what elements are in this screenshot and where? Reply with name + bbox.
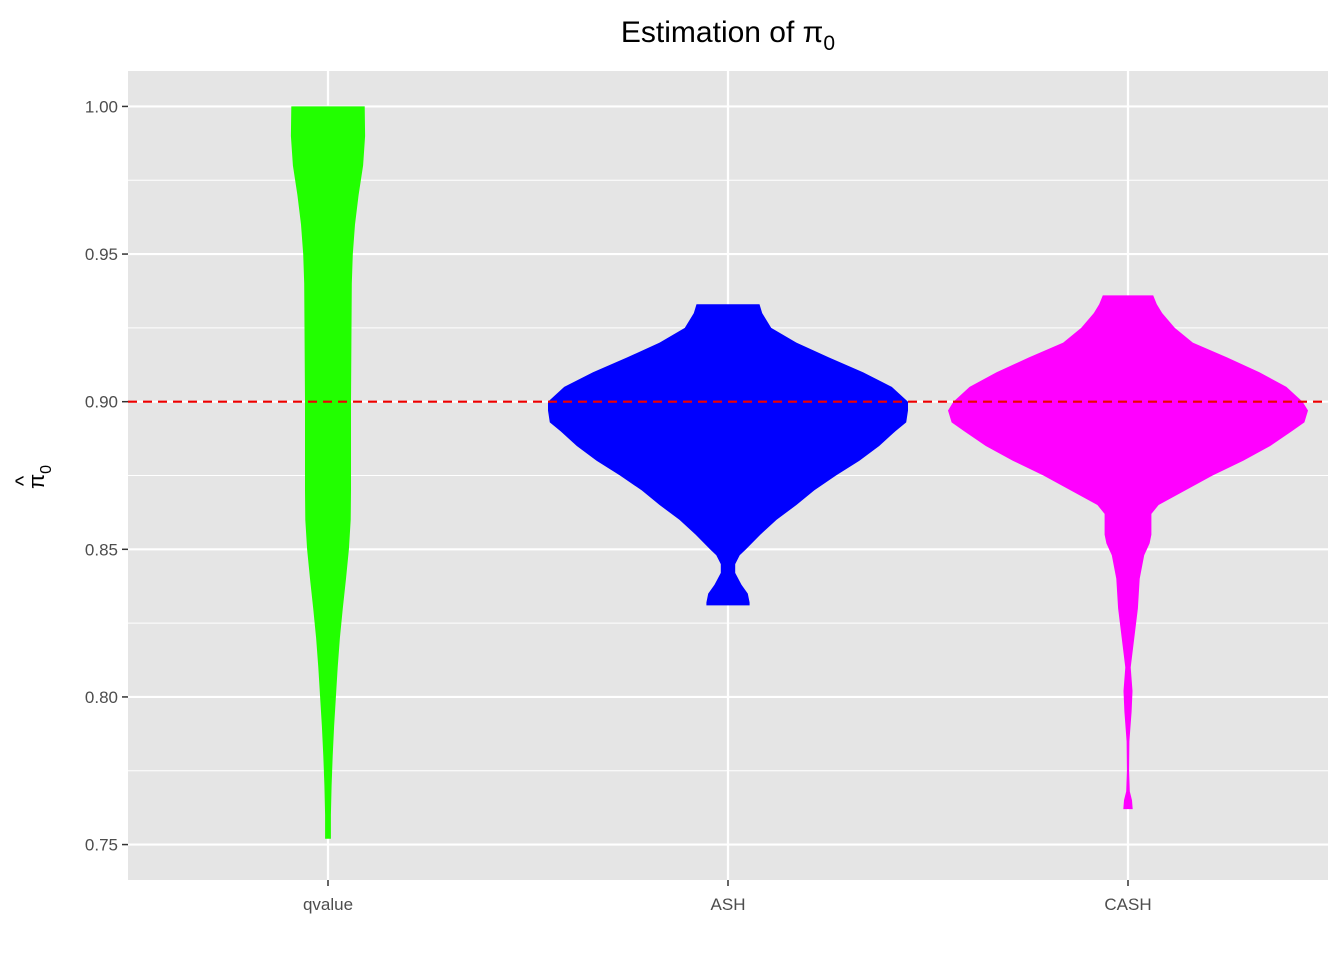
y-tick-label: 0.90 <box>85 393 118 412</box>
violin-cash <box>948 295 1308 810</box>
y-axis-label: π0 <box>24 465 55 489</box>
y-axis-label-group: π0 ^ <box>11 465 55 489</box>
y-axis-ticks: 0.75 0.80 0.85 0.90 0.95 1.00 <box>85 97 128 855</box>
y-tick-label: 1.00 <box>85 97 118 116</box>
x-tick-label: CASH <box>1104 895 1151 914</box>
x-axis-ticks: qvalue ASH CASH <box>303 880 1152 914</box>
x-tick-label: qvalue <box>303 895 353 914</box>
y-tick-label: 0.85 <box>85 540 118 559</box>
y-tick-label: 0.80 <box>85 688 118 707</box>
violin-ash <box>548 304 908 606</box>
x-tick-label: ASH <box>711 895 746 914</box>
chart-title: Estimation of π0 <box>621 16 835 55</box>
y-tick-label: 0.75 <box>85 836 118 855</box>
violin-qvalue <box>290 106 366 839</box>
y-axis-label-hat: ^ <box>11 475 36 486</box>
y-tick-label: 0.95 <box>85 245 118 264</box>
violin-group <box>290 106 1308 839</box>
